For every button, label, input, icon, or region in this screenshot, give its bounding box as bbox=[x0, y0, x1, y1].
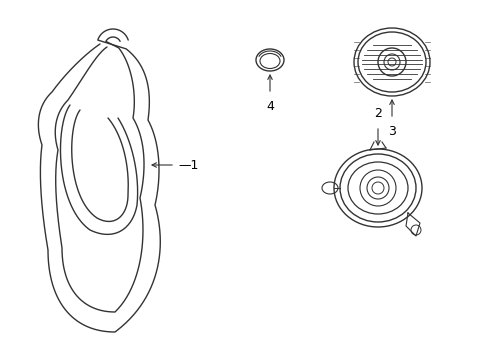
Text: 4: 4 bbox=[265, 100, 273, 113]
Text: —1: —1 bbox=[178, 158, 198, 171]
Text: 3: 3 bbox=[387, 125, 395, 138]
Text: 2: 2 bbox=[373, 107, 381, 120]
